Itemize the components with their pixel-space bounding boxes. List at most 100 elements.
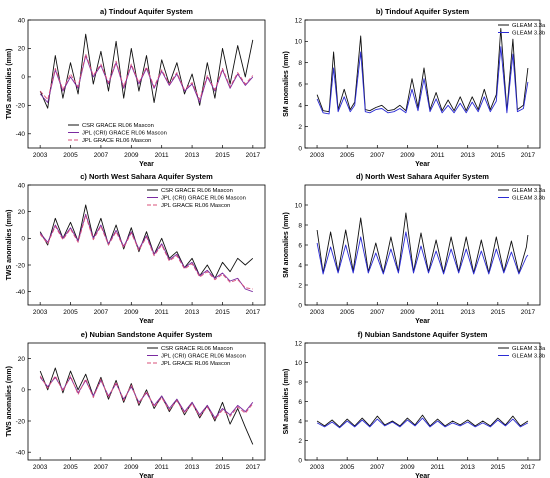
x-tick-label: 2003 xyxy=(310,309,325,316)
y-tick-label: 10 xyxy=(295,360,303,367)
y-tick-label: 8 xyxy=(298,60,302,67)
x-tick-label: 2015 xyxy=(215,464,230,471)
x-tick-label: 2005 xyxy=(63,464,78,471)
x-axis-label: Year xyxy=(415,318,430,325)
x-tick-label: 2003 xyxy=(33,464,48,471)
series-line-2 xyxy=(316,46,529,115)
chart-title: f) Nubian Sandstone Aquifer System xyxy=(358,330,488,339)
x-tick-label: 2015 xyxy=(491,309,506,316)
x-tick-label: 2017 xyxy=(521,309,536,316)
x-tick-label: 2015 xyxy=(215,152,230,159)
x-tick-label: 2011 xyxy=(155,464,169,471)
series-line-3 xyxy=(39,53,254,101)
x-tick-label: 2015 xyxy=(491,464,506,471)
x-axis-label: Year xyxy=(415,473,430,478)
y-axis-label: TWS anomalies (mm) xyxy=(6,49,13,120)
series-line-2 xyxy=(39,376,254,419)
legend: CSR GRACE RL06 Mascon JPL (CRI) GRACE RL0… xyxy=(68,123,167,144)
x-tick-label: 2009 xyxy=(124,309,139,316)
y-tick-label: 4 xyxy=(298,103,302,110)
x-tick-label: 2017 xyxy=(246,152,261,159)
legend-label: GLEAM 3.3a xyxy=(512,188,546,194)
y-tick-label: 20 xyxy=(18,209,26,216)
x-tick-label: 2011 xyxy=(155,152,169,159)
chart-title: b) Tindouf Aquifer System xyxy=(376,7,470,16)
legend: CSR GRACE RL06 Mascon JPL (CRI) GRACE RL0… xyxy=(147,188,246,209)
legend-label: CSR GRACE RL06 Mascon xyxy=(82,123,154,129)
legend-label: GLEAM 3.3a xyxy=(512,346,546,352)
series-line-1 xyxy=(39,33,254,109)
x-tick-label: 2009 xyxy=(400,152,415,159)
x-axis-label: Year xyxy=(139,473,154,478)
y-tick-label: 4 xyxy=(298,262,302,269)
chart-title: d) North West Sahara Aquifer System xyxy=(356,172,489,181)
x-tick-label: 2011 xyxy=(431,464,445,471)
legend-label: GLEAM 3.3a xyxy=(512,23,546,29)
y-tick-label: 6 xyxy=(298,399,302,406)
y-axis-label: TWS anomalies (mm) xyxy=(6,210,13,281)
x-tick-label: 2013 xyxy=(460,309,475,316)
legend: CSR GRACE RL06 Mascon JPL (CRI) GRACE RL0… xyxy=(147,346,246,367)
x-tick-label: 2007 xyxy=(94,309,109,316)
x-tick-label: 2009 xyxy=(124,464,139,471)
series-line-1 xyxy=(316,28,529,113)
y-tick-label: -20 xyxy=(16,262,26,269)
y-tick-label: 20 xyxy=(18,356,26,363)
y-tick-label: 12 xyxy=(295,17,303,24)
series-line-2 xyxy=(316,231,529,275)
x-tick-label: 2005 xyxy=(340,309,355,316)
chart-panel-6: f) Nubian Sandstone Aquifer System 2003 20… xyxy=(283,330,546,478)
y-axis-label: SM anomalies (mm) xyxy=(283,369,290,435)
x-tick-label: 2009 xyxy=(124,152,139,159)
plot-frame xyxy=(27,342,266,461)
legend-label: JPL (CRI) GRACE RL06 Mascon xyxy=(161,354,246,360)
series-line-2 xyxy=(39,55,254,103)
x-tick-label: 2011 xyxy=(431,152,445,159)
y-tick-label: 6 xyxy=(298,242,302,249)
legend-label: CSR GRACE RL06 Mascon xyxy=(161,346,233,352)
plot-frame xyxy=(27,19,266,149)
chart-title: a) Tindouf Aquifer System xyxy=(100,7,193,16)
y-axis-label: SM anomalies (mm) xyxy=(283,212,290,278)
x-tick-label: 2013 xyxy=(460,152,475,159)
plot-frame xyxy=(304,342,541,461)
x-tick-label: 2007 xyxy=(370,464,385,471)
x-tick-label: 2009 xyxy=(400,309,415,316)
y-tick-label: 8 xyxy=(298,222,302,229)
y-tick-label: 0 xyxy=(21,74,25,81)
y-tick-label: -40 xyxy=(16,131,26,138)
chart-panel-4: d) North West Sahara Aquifer System 2003 2… xyxy=(283,172,546,325)
y-tick-label: 0 xyxy=(21,387,25,394)
chart-panel-3: c) North West Sahara Aquifer System 2003 2… xyxy=(6,172,266,325)
x-tick-label: 2017 xyxy=(521,152,536,159)
y-tick-label: 10 xyxy=(295,39,303,46)
y-tick-label: 0 xyxy=(298,457,302,464)
legend-label: JPL GRACE RL06 Mascon xyxy=(161,203,230,209)
y-tick-label: 0 xyxy=(298,145,302,152)
x-tick-label: 2011 xyxy=(431,309,445,316)
legend-label: JPL (CRI) GRACE RL06 Mascon xyxy=(161,196,246,202)
y-tick-label: -40 xyxy=(16,289,26,296)
x-tick-label: 2003 xyxy=(310,464,325,471)
legend: GLEAM 3.3a GLEAM 3.3b xyxy=(498,23,546,37)
legend-label: JPL (CRI) GRACE RL06 Mascon xyxy=(82,131,167,137)
legend-label: JPL GRACE RL06 Mascon xyxy=(82,138,151,144)
y-tick-label: 40 xyxy=(18,17,26,24)
y-tick-label: 4 xyxy=(298,418,302,425)
x-tick-label: 2017 xyxy=(246,464,261,471)
x-tick-label: 2005 xyxy=(63,152,78,159)
x-tick-label: 2003 xyxy=(310,152,325,159)
series-line-3 xyxy=(39,375,254,420)
y-tick-label: 8 xyxy=(298,379,302,386)
x-tick-label: 2013 xyxy=(460,464,475,471)
plot-frame xyxy=(304,19,541,149)
legend-label: JPL GRACE RL06 Mascon xyxy=(161,361,230,367)
y-tick-label: 0 xyxy=(21,236,25,243)
legend-label: CSR GRACE RL06 Mascon xyxy=(161,188,233,194)
y-tick-label: 20 xyxy=(18,46,26,53)
legend-label: GLEAM 3.3b xyxy=(512,196,545,202)
y-tick-label: 2 xyxy=(298,282,302,289)
plot-frame xyxy=(27,184,266,306)
